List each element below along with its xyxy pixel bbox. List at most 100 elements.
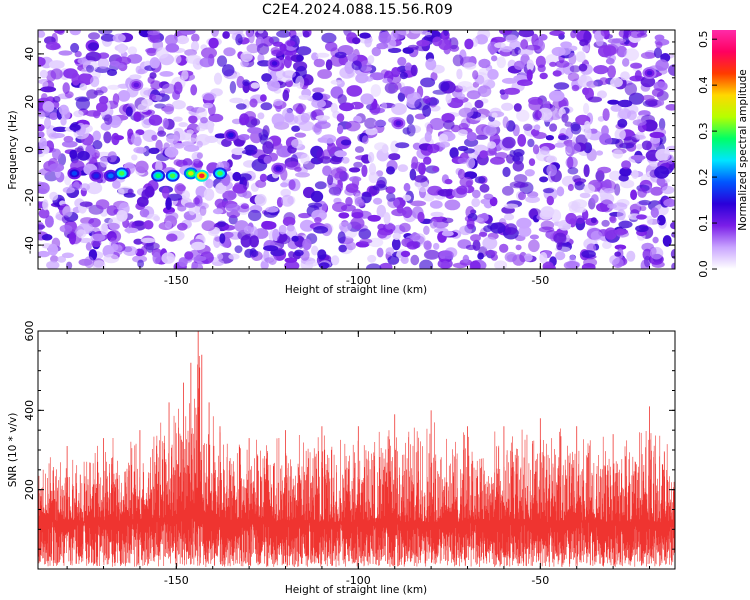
- spectrogram-cell: [88, 42, 99, 51]
- spectrogram-cell: [590, 217, 597, 224]
- spectrogram-cell: [327, 142, 337, 155]
- spectrogram-cell: [402, 206, 413, 219]
- spectrogram-cell: [124, 227, 139, 233]
- spectrogram-cell: [558, 46, 571, 56]
- spectrogram-cell: [612, 149, 624, 159]
- spectrogram-cell: [334, 51, 347, 59]
- spectrogram-cell: [367, 214, 381, 222]
- spectrogram-cell: [637, 187, 647, 198]
- spectrogram-cell: [630, 155, 646, 161]
- spectrogram-cell: [657, 214, 666, 226]
- spectrogram-cell: [135, 160, 149, 174]
- spectrogram-cell: [153, 215, 161, 222]
- spectrogram-cell: [399, 222, 411, 233]
- spectrogram-cell: [443, 30, 449, 36]
- spectrogram-cell: [555, 251, 566, 261]
- spectrogram-cell: [340, 204, 356, 212]
- spectrogram-cell: [191, 33, 200, 42]
- spectrogram-cell: [509, 150, 516, 158]
- spectrogram-cell: [185, 54, 202, 64]
- spectrogram-cell: [71, 72, 81, 86]
- spectrogram-cell: [409, 232, 421, 241]
- spectrogram-cell: [117, 43, 127, 54]
- spectrogram-cell: [662, 235, 672, 247]
- spectrogram-cell: [579, 192, 591, 199]
- spectrogram-cell: [41, 93, 48, 102]
- spectrogram-cell: [494, 42, 506, 49]
- spectrogram-cell: [90, 233, 106, 242]
- spectrogram-cell: [251, 158, 268, 172]
- spectrogram-cell: [108, 217, 121, 231]
- spectrogram-cell: [574, 215, 586, 224]
- spectrogram-cell: [354, 146, 365, 153]
- spectrogram-cell: [216, 55, 228, 67]
- spectrogram-cell: [504, 251, 517, 263]
- spectrogram-cell: [549, 61, 557, 67]
- spectrogram-cell: [334, 150, 347, 158]
- spectrogram-cell: [300, 153, 310, 165]
- spectrogram-cell: [602, 241, 612, 250]
- spectrogram-cell: [528, 158, 536, 167]
- spectrogram-cell: [181, 190, 190, 200]
- spectrogram-cell: [282, 108, 294, 120]
- spectrogram-cell: [517, 79, 533, 86]
- spectrogram-cell: [391, 103, 407, 115]
- spectrogram-xtick-label: -150: [164, 274, 189, 287]
- spectrogram-cell: [368, 163, 377, 176]
- spectrogram-cell: [271, 49, 284, 57]
- spectrogram-cell: [415, 161, 422, 172]
- spectrogram-cell: [249, 235, 259, 248]
- spectrogram-cell: [655, 148, 671, 162]
- spectrogram-cell: [600, 30, 609, 37]
- spectrogram-cell: [62, 186, 75, 194]
- spectrogram-cell: [618, 108, 632, 120]
- spectrogram-cell: [397, 92, 406, 102]
- spectrogram-cell: [666, 145, 675, 152]
- spectrogram-cell: [345, 196, 353, 207]
- spectrogram-cell: [524, 169, 535, 177]
- spectrogram-cell: [288, 251, 295, 259]
- spectrogram-cell: [583, 30, 592, 44]
- spectrogram-cell: [629, 75, 645, 82]
- spectrogram-cell: [69, 123, 81, 132]
- spectrogram-cell: [241, 149, 257, 155]
- spectrogram-cell: [499, 89, 506, 95]
- spectrogram-cell: [597, 90, 607, 99]
- spectrogram-cell: [651, 88, 664, 97]
- spectrogram-cell: [325, 59, 333, 71]
- spectrogram-cell: [399, 86, 415, 95]
- spectrogram-cell: [542, 188, 555, 194]
- spectrogram-cell: [364, 37, 372, 48]
- spectrogram-cell: [474, 176, 486, 184]
- spectrogram-cell: [496, 56, 506, 69]
- spectrogram-cell: [133, 146, 147, 154]
- spectrogram-cell: [263, 245, 279, 252]
- spectrogram-cell: [574, 207, 587, 213]
- spectrogram-cell: [518, 225, 532, 237]
- spectrogram-cell: [478, 58, 491, 69]
- spectrogram-cell: [62, 82, 70, 94]
- spectrogram-cell: [394, 82, 402, 90]
- spectrogram-hotspot: [89, 169, 104, 182]
- spectrogram-cell: [590, 230, 603, 241]
- spectrogram-cell: [212, 208, 224, 215]
- spectrogram-cell: [133, 111, 142, 122]
- spectrogram-cell: [526, 59, 534, 72]
- spectrogram-cell: [487, 69, 499, 80]
- spectrogram-cell: [48, 163, 65, 173]
- spectrogram-cell: [373, 197, 383, 205]
- spectrogram-cell: [463, 62, 477, 70]
- spectrogram-cell: [530, 128, 540, 137]
- spectrogram-hotspot: [151, 169, 166, 182]
- spectrogram-cell: [665, 104, 675, 111]
- spectrogram-cell: [466, 131, 477, 142]
- spectrogram-cell: [277, 234, 291, 245]
- spectrogram-cell: [366, 263, 382, 269]
- spectrogram-cell: [443, 119, 455, 130]
- spectrogram-cell: [430, 211, 444, 217]
- spectrogram-cell: [280, 182, 289, 188]
- spectrogram-cell: [131, 154, 138, 161]
- spectrogram-cell: [581, 263, 596, 269]
- spectrogram-cell: [537, 64, 546, 73]
- spectrogram-cell: [294, 249, 304, 257]
